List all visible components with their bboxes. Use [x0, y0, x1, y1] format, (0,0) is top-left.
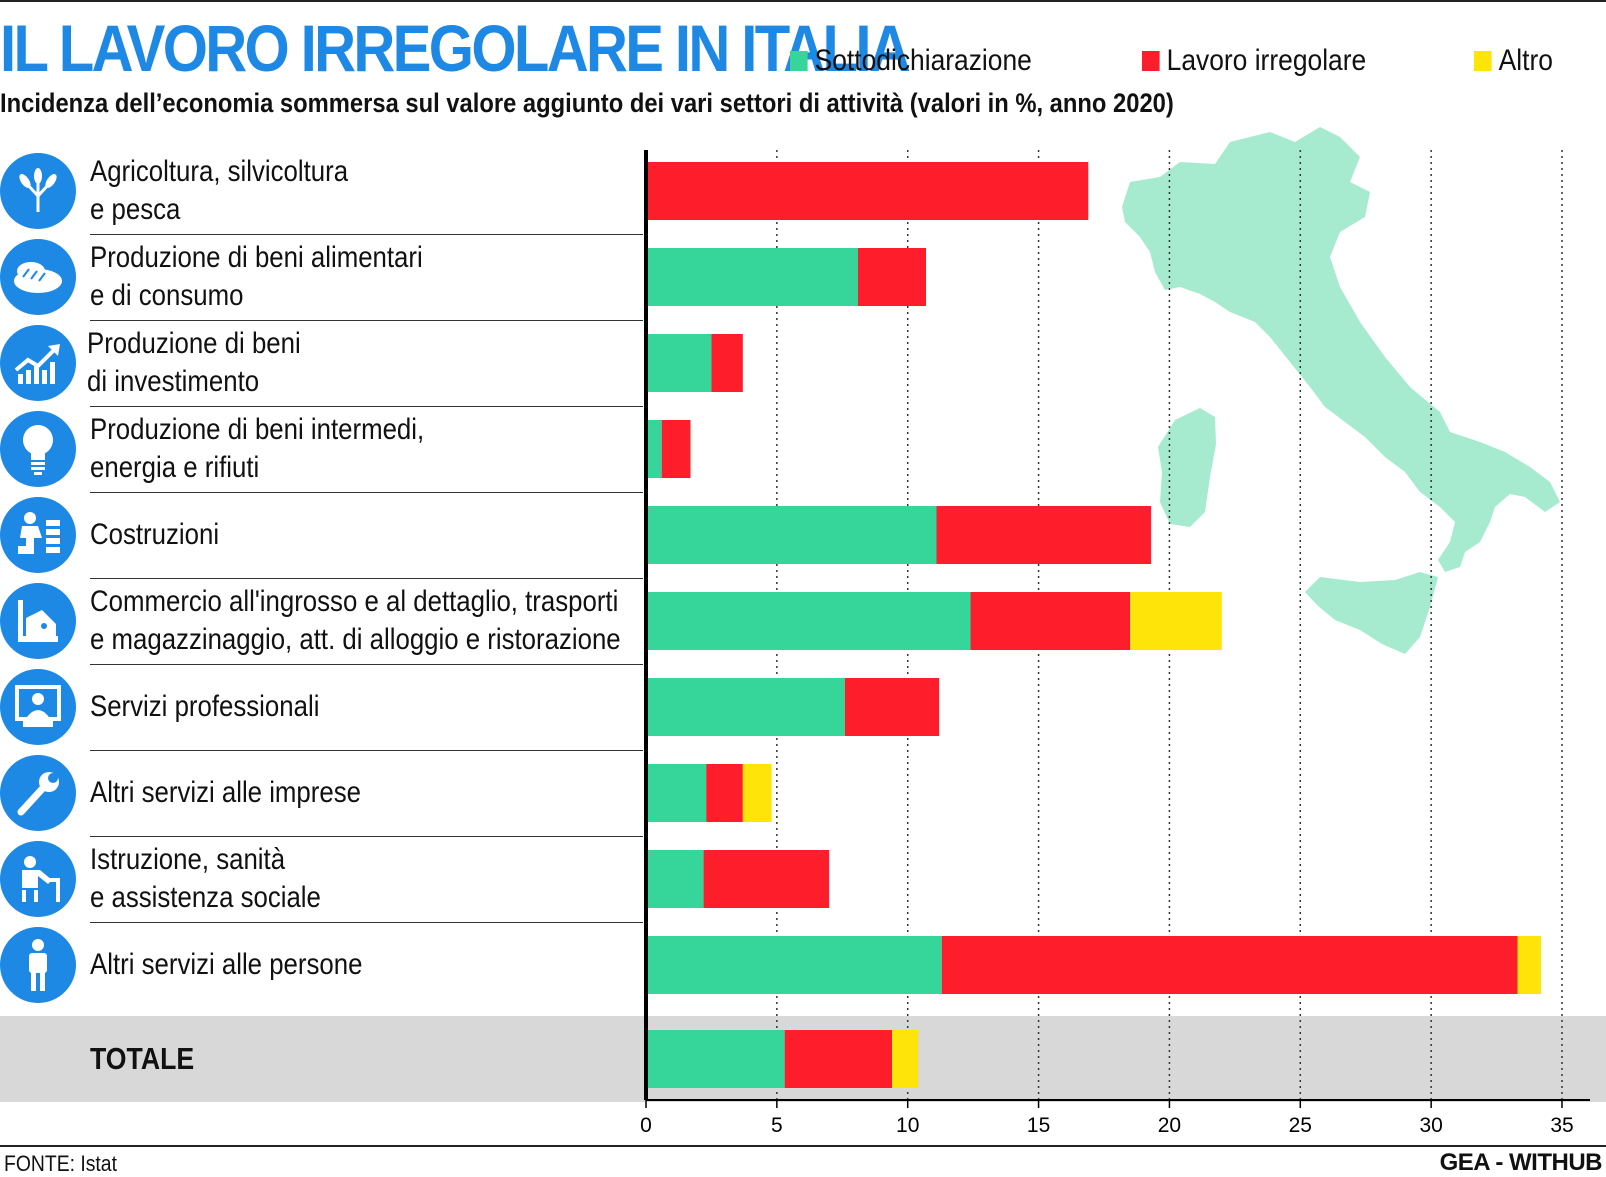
x-tick-label: 5 [771, 1114, 783, 1137]
bar-segment-lavoro-irregolare [784, 1030, 893, 1088]
bar-segment-sottodichiarazione [646, 506, 937, 564]
bar-segment-lavoro-irregolare [857, 248, 927, 306]
bar-segment-altro [892, 1030, 919, 1088]
row-separator [90, 234, 643, 235]
row-label: Servizi professionali [90, 690, 320, 723]
italy-map-icon [1122, 127, 1560, 654]
row-totale: TOTALE [0, 1016, 643, 1102]
row-separator [90, 836, 643, 837]
bar-segment-sottodichiarazione [646, 592, 971, 650]
x-tick-label: 25 [1289, 1114, 1312, 1137]
brand-credit: GEA - WITHUB [1439, 1149, 1603, 1176]
legend-label: Altro [1498, 44, 1553, 77]
row-alimentari: Produzione di beni alimentari e di consu… [0, 234, 643, 320]
row-intermedi: Produzione di beni intermedi, energia e … [0, 406, 643, 492]
x-tick-label: 30 [1419, 1114, 1442, 1137]
professional-icon [0, 669, 76, 745]
bar-segment-sottodichiarazione [646, 936, 942, 994]
row-costruzioni: Costruzioni [0, 492, 643, 578]
legend-swatch [790, 51, 808, 71]
chart-title: IL LAVORO IRREGOLARE IN ITALIA [0, 11, 911, 85]
chart-subtitle: Incidenza dell’economia sommersa sul val… [0, 88, 1174, 118]
bar-segment-sottodichiarazione [646, 764, 707, 822]
bar-segment-altro [1130, 592, 1222, 650]
x-tick-label: 15 [1027, 1114, 1050, 1137]
legend-label: Lavoro irregolare [1166, 44, 1367, 77]
row-altri-persone: Altri servizi alle persone [0, 922, 643, 1008]
row-label: Agricoltura, silvicoltura e pesca [90, 155, 349, 226]
row-agricoltura: Agricoltura, silvicoltura e pesca [0, 148, 643, 234]
growth-chart-icon [0, 325, 76, 401]
row-altri-imprese: Altri servizi alle imprese [0, 750, 643, 836]
x-tick-label: 10 [896, 1114, 919, 1137]
row-commercio: Commercio all'ingrosso e al dettaglio, t… [0, 578, 643, 664]
bar-segment-lavoro-irregolare [936, 506, 1152, 564]
x-tick-label: 35 [1550, 1114, 1573, 1137]
row-separator [90, 578, 643, 579]
row-separator [90, 750, 643, 751]
legend-item-altro: Altro [1474, 44, 1553, 78]
row-label: Commercio all'ingrosso e al dettaglio, t… [90, 585, 621, 656]
bar-segment-sottodichiarazione [646, 420, 662, 478]
legend-item-lavoro-irregolare: Lavoro irregolare [1142, 44, 1366, 78]
source-note: FONTE: Istat [4, 1151, 117, 1176]
row-label: Produzione di beni alimentari e di consu… [90, 241, 423, 312]
bar-segment-lavoro-irregolare [711, 334, 743, 392]
bottom-rule [0, 1145, 1606, 1147]
row-separator [90, 664, 643, 665]
row-label: Costruzioni [90, 518, 220, 551]
bars [646, 162, 1542, 1088]
row-label: Altri servizi alle persone [90, 948, 363, 981]
row-label: Altri servizi alle imprese [90, 776, 361, 809]
row-separator [90, 406, 643, 407]
bricklayer-icon [0, 497, 76, 573]
person-icon [0, 927, 76, 1003]
row-investimento: Produzione di beni di investimento [0, 320, 643, 406]
bar-segment-altro [1517, 936, 1542, 994]
bar-segment-lavoro-irregolare [970, 592, 1131, 650]
row-professionali: Servizi professionali [0, 664, 643, 750]
legend-item-sottodichiarazione: Sottodichiarazione [790, 44, 1032, 78]
bar-segment-lavoro-irregolare [706, 764, 743, 822]
row-label-total: TOTALE [90, 1041, 195, 1076]
teacher-icon [0, 841, 76, 917]
bar-segment-lavoro-irregolare [661, 420, 691, 478]
x-tick-label: 20 [1158, 1114, 1181, 1137]
wheat-icon [0, 153, 76, 229]
bar-segment-lavoro-irregolare [844, 678, 940, 736]
legend-swatch [1142, 51, 1160, 71]
bread-icon [0, 239, 76, 315]
bar-segment-sottodichiarazione [646, 334, 712, 392]
top-rule [0, 0, 1606, 2]
cash-register-icon [0, 583, 76, 659]
bar-segment-lavoro-irregolare [703, 850, 830, 908]
row-istruzione: Istruzione, sanità e assistenza sociale [0, 836, 643, 922]
row-separator [90, 492, 643, 493]
row-label: Produzione di beni di investimento [87, 327, 301, 398]
bar-segment-sottodichiarazione [646, 850, 704, 908]
legend-label: Sottodichiarazione [814, 44, 1032, 77]
row-separator [90, 922, 643, 923]
bar-segment-lavoro-irregolare [941, 936, 1518, 994]
lightbulb-icon [0, 411, 76, 487]
x-axis-ticks: 0 5 10 15 20 25 30 35 [640, 1100, 1574, 1137]
bar-segment-sottodichiarazione [646, 678, 845, 736]
row-label: Istruzione, sanità e assistenza sociale [90, 843, 321, 914]
bar-segment-sottodichiarazione [646, 1030, 785, 1088]
wrench-icon [0, 755, 76, 831]
row-label: Produzione di beni intermedi, energia e … [90, 413, 425, 484]
row-separator [90, 320, 643, 321]
x-tick-label: 0 [640, 1114, 652, 1137]
legend-swatch [1474, 51, 1492, 71]
bar-segment-sottodichiarazione [646, 248, 858, 306]
bar-segment-altro [742, 764, 772, 822]
bar-segment-lavoro-irregolare [646, 162, 1089, 220]
